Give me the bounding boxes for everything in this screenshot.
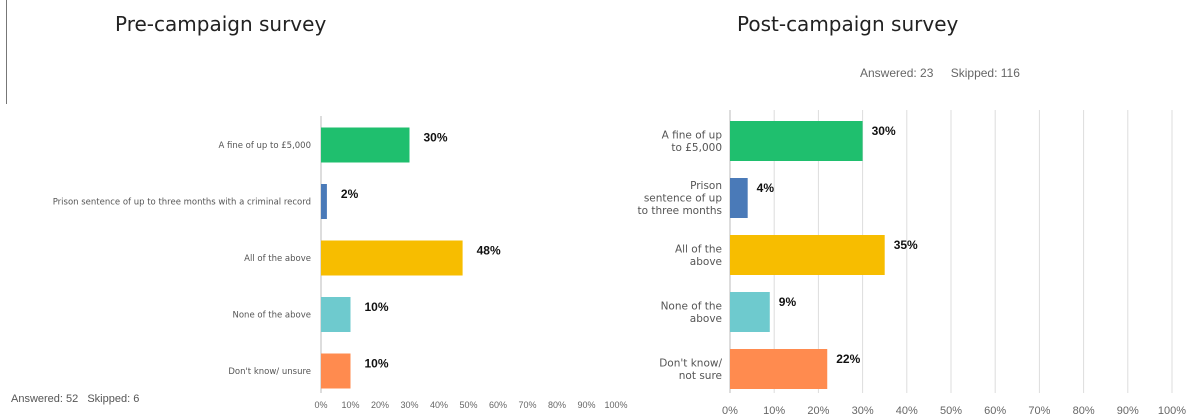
post-x-tick-label: 30%	[852, 405, 874, 416]
pre-bar	[321, 297, 351, 332]
pre-skipped-count: Skipped: 6	[87, 393, 140, 405]
post-category-label: None of the above	[661, 300, 722, 325]
pre-category-label: None of the above	[233, 310, 312, 320]
pre-x-tick-label: 100%	[604, 400, 627, 410]
pre-category-label-line: A fine of up to £5,000	[218, 141, 311, 151]
pre-x-tick-label: 60%	[489, 400, 507, 410]
post-category-label-line: Don't know/	[659, 357, 722, 369]
post-category-label: Prison sentence of up to three months	[637, 180, 722, 217]
post-x-tick-label: 50%	[940, 405, 962, 416]
pre-bar-value-label: 10%	[365, 357, 389, 371]
pre-category-label-line: None of the above	[233, 310, 312, 320]
post-bar-value-label: 22%	[836, 352, 860, 366]
pre-bar	[321, 127, 410, 163]
pre-answered-count: Answered: 52	[11, 393, 79, 405]
post-x-tick-label: 60%	[984, 405, 1006, 416]
pre-category-label: Don't know/ unsure	[228, 367, 311, 377]
pre-campaign-title: Pre-campaign survey	[115, 12, 327, 36]
pre-bar-value-label: 2%	[341, 187, 359, 201]
post-bar	[730, 121, 863, 161]
post-category-label-line: to three months	[637, 205, 722, 217]
pre-category-label: A fine of up to £5,000	[218, 141, 311, 151]
post-category-label-line: Prison	[690, 180, 722, 192]
post-campaign-response-counts: Answered: 23 Skipped: 116	[860, 66, 1020, 80]
post-skipped-count: Skipped: 116	[950, 66, 1020, 80]
pre-category-label: Prison sentence of up to three months wi…	[53, 197, 311, 207]
pre-bar	[321, 353, 351, 389]
pre-bar	[321, 184, 327, 219]
post-category-label-line: All of the	[675, 243, 722, 255]
pre-category-label-line: Don't know/ unsure	[228, 367, 311, 377]
left-divider-line	[6, 0, 7, 104]
pre-x-tick-label: 0%	[314, 400, 327, 410]
post-x-tick-label: 0%	[722, 405, 738, 416]
post-category-label-line: not sure	[679, 370, 722, 382]
post-category-label: All of the above	[675, 243, 722, 267]
pre-category-label-line: Prison sentence of up to three months wi…	[53, 197, 311, 207]
post-category-label-line: above	[690, 256, 722, 268]
post-x-tick-label: 40%	[896, 405, 918, 416]
post-category-label-line: sentence of up	[644, 193, 723, 205]
post-x-tick-label: 10%	[763, 405, 785, 416]
post-bar	[730, 235, 885, 275]
post-x-tick-label: 90%	[1117, 405, 1139, 416]
post-bar	[730, 178, 748, 218]
post-bar	[730, 349, 828, 389]
pre-x-tick-label: 90%	[577, 400, 595, 410]
pre-category-label: All of the above	[244, 254, 311, 264]
post-category-label-line: to £5,000	[671, 142, 722, 154]
pre-bar-value-label: 10%	[365, 300, 389, 314]
post-bar-value-label: 9%	[779, 295, 797, 309]
post-x-tick-label: 70%	[1028, 405, 1050, 416]
pre-x-tick-label: 10%	[341, 400, 359, 410]
post-x-tick-label: 100%	[1158, 405, 1186, 416]
pre-bar-value-label: 30%	[424, 131, 448, 145]
post-x-tick-label: 80%	[1073, 405, 1095, 416]
pre-x-tick-label: 80%	[548, 400, 566, 410]
post-category-label: Don't know/not sure	[659, 357, 722, 382]
post-answered-count: Answered: 23	[860, 66, 934, 80]
pre-bar	[321, 240, 463, 276]
pre-x-tick-label: 70%	[518, 400, 536, 410]
pre-x-tick-label: 20%	[371, 400, 389, 410]
post-x-tick-label: 20%	[807, 405, 829, 416]
post-category-label-line: None of the	[661, 300, 722, 312]
pre-campaign-response-counts: Answered: 52 Skipped: 6	[11, 393, 139, 405]
pre-x-tick-label: 30%	[400, 400, 418, 410]
post-category-label-line: above	[690, 313, 722, 325]
pre-x-tick-label: 50%	[459, 400, 477, 410]
post-category-label: A fine of up to £5,000	[662, 129, 723, 154]
post-bar-value-label: 35%	[894, 238, 918, 252]
pre-category-label-line: All of the above	[244, 254, 311, 264]
post-bar-value-label: 30%	[872, 124, 896, 138]
post-bar-value-label: 4%	[757, 181, 775, 195]
pre-x-tick-label: 40%	[430, 400, 448, 410]
post-campaign-title: Post-campaign survey	[737, 12, 959, 36]
post-category-label-line: A fine of up	[662, 129, 723, 141]
post-bar	[730, 292, 770, 332]
pre-bar-value-label: 48%	[477, 244, 501, 258]
